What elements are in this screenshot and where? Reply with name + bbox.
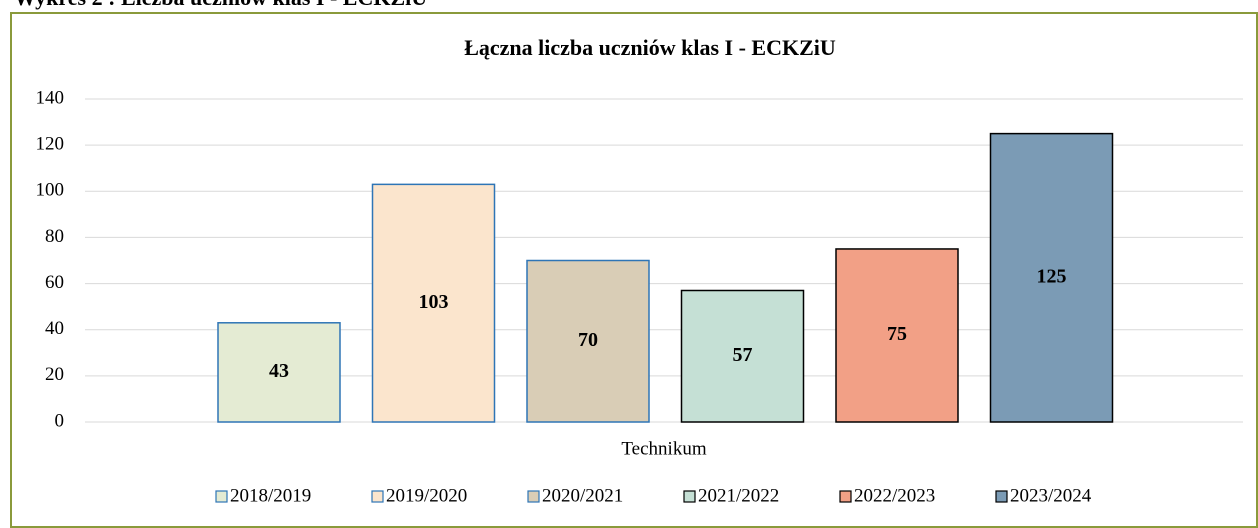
legend-label: 2022/2023 (854, 485, 935, 506)
data-label: 57 (733, 344, 753, 366)
legend-swatch (683, 490, 696, 503)
data-label: 103 (419, 291, 449, 313)
y-tick-label: 40 (45, 318, 64, 339)
chart-title: Łączna liczba uczniów klas I - ECKZiU (464, 35, 836, 60)
bar (680, 289, 805, 423)
y-tick-label: 100 (36, 180, 65, 201)
bar (526, 259, 650, 423)
y-tick-label: 80 (45, 226, 64, 247)
y-tick-label: 60 (45, 272, 64, 293)
legend-swatch (215, 490, 228, 503)
legend-swatch (527, 490, 540, 503)
y-tick-label: 0 (55, 410, 65, 431)
heading: Wykres 2 : Liczba uczniów klas I - ECKZi… (14, 0, 427, 10)
data-label: 70 (578, 329, 598, 351)
legend-label: 2023/2024 (1010, 485, 1092, 506)
data-label: 75 (887, 323, 907, 345)
data-label: 125 (1037, 265, 1067, 287)
legend-swatch (839, 490, 852, 503)
legend-label: 2021/2022 (698, 485, 779, 506)
y-tick-label: 20 (45, 364, 64, 385)
legend-swatch (371, 490, 384, 503)
y-tick-label: 120 (36, 134, 65, 155)
legend-swatch (995, 490, 1008, 503)
bar (989, 132, 1114, 423)
bar (217, 322, 341, 423)
y-tick-label: 140 (36, 87, 65, 108)
legend-label: 2018/2019 (230, 485, 311, 506)
x-tick-label: Technikum (621, 438, 706, 459)
bar (371, 183, 496, 423)
data-label: 43 (269, 360, 289, 382)
frame (10, 12, 1258, 528)
bar (835, 248, 959, 423)
legend-label: 2019/2020 (386, 485, 467, 506)
legend-label: 2020/2021 (542, 485, 623, 506)
